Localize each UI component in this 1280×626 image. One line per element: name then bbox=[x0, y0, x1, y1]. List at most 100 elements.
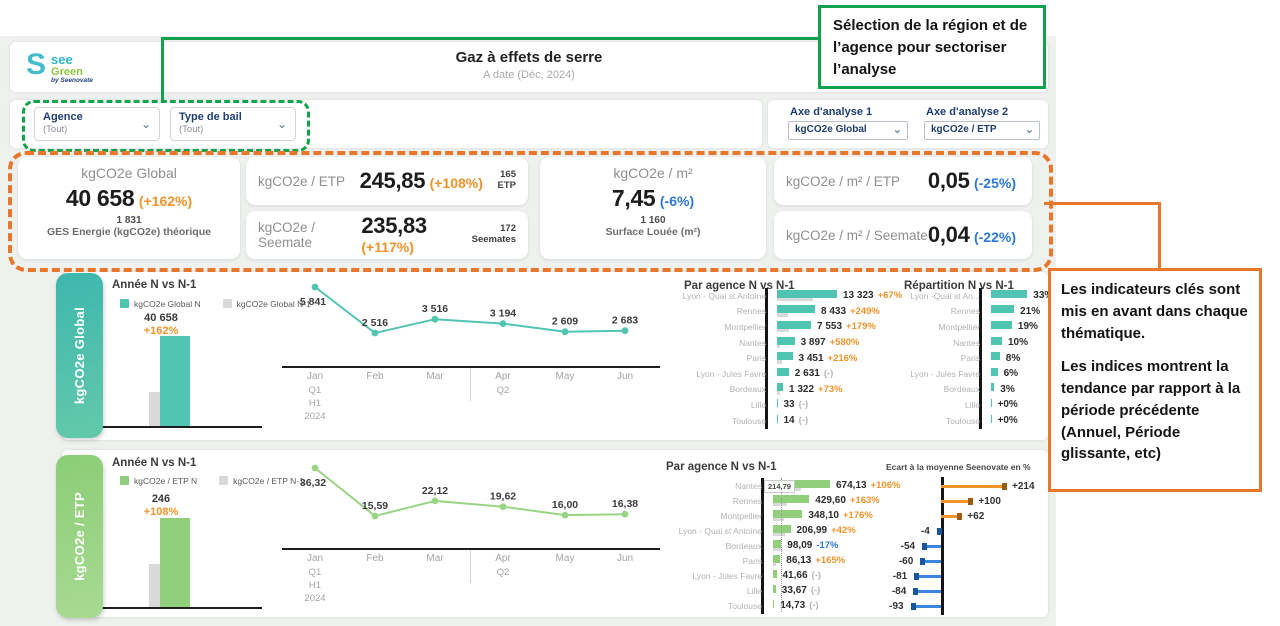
type-bail-filter-value: (Tout) bbox=[179, 124, 204, 135]
annee-bar-delta: +108% bbox=[143, 506, 179, 518]
bar-current[interactable] bbox=[777, 305, 815, 314]
agence-value: 33% bbox=[1033, 290, 1054, 302]
agence-delta: +176% bbox=[842, 510, 873, 521]
legend-item-n1[interactable]: kgCO2e / ETP N-1 bbox=[219, 476, 304, 486]
bar-current[interactable] bbox=[777, 398, 778, 407]
ecart-bar[interactable] bbox=[941, 514, 960, 518]
annee-bar-previous[interactable] bbox=[149, 392, 160, 426]
bar-current[interactable] bbox=[991, 352, 1000, 361]
ecart-bar[interactable] bbox=[917, 574, 941, 578]
bar-current[interactable] bbox=[773, 569, 777, 578]
bar-previous[interactable] bbox=[777, 360, 782, 364]
agence-row-label: Toulouse bbox=[945, 415, 980, 426]
ecart-bar[interactable] bbox=[941, 484, 1004, 488]
chevron-down-icon: ⌄ bbox=[1024, 124, 1034, 136]
annee-bar-previous[interactable] bbox=[149, 564, 160, 607]
bar-previous[interactable] bbox=[773, 502, 787, 506]
bar-previous[interactable] bbox=[777, 344, 780, 349]
period-label: H1 bbox=[308, 398, 322, 409]
bar-previous[interactable] bbox=[773, 562, 776, 566]
bar-current[interactable] bbox=[777, 367, 789, 376]
ecart-bar[interactable] bbox=[916, 589, 941, 593]
ecart-bar[interactable] bbox=[925, 544, 941, 548]
agence-value: 7 553 bbox=[817, 321, 843, 333]
axe1-select[interactable]: kgCO2e Global ⌄ bbox=[788, 121, 908, 140]
bar-current[interactable] bbox=[991, 320, 1012, 329]
section-tab-kgco2e-global[interactable]: kgCO2e Global bbox=[56, 273, 103, 438]
ecart-row: -81 bbox=[850, 569, 1050, 584]
bar-current[interactable] bbox=[777, 352, 793, 361]
kpi-title: kgCO2e / m² bbox=[613, 165, 693, 181]
agence-value: 14 bbox=[783, 415, 795, 427]
ecart-bar[interactable] bbox=[923, 559, 941, 563]
annee-bar-current[interactable] bbox=[160, 336, 190, 426]
agence-row-bars: 10% bbox=[988, 335, 1048, 351]
bar-current[interactable] bbox=[991, 414, 992, 423]
bar-current[interactable] bbox=[773, 479, 830, 488]
ecart-bar[interactable] bbox=[913, 604, 941, 608]
line-point[interactable] bbox=[371, 329, 379, 337]
bar-previous[interactable] bbox=[773, 532, 786, 536]
type-bail-filter-dropdown[interactable]: Type de bail (Tout) ⌄ bbox=[170, 107, 296, 141]
ecart-bar[interactable] bbox=[941, 499, 971, 503]
agence-row: Rennes 8 433 +249% bbox=[676, 304, 926, 320]
bar-current[interactable] bbox=[777, 289, 837, 298]
line-point[interactable] bbox=[561, 511, 569, 519]
bar-current[interactable] bbox=[777, 320, 811, 329]
bar-previous[interactable] bbox=[777, 328, 790, 333]
agence-filter-dropdown[interactable]: Agence (Tout) ⌄ bbox=[34, 107, 160, 141]
bar-current[interactable] bbox=[773, 599, 775, 608]
axe2-select[interactable]: kgCO2e / ETP ⌄ bbox=[924, 121, 1040, 140]
month-label: May bbox=[555, 371, 575, 382]
agence-value: 13 323 bbox=[843, 290, 874, 302]
section-tab-kgco2e-etp[interactable]: kgCO2e / ETP bbox=[56, 455, 103, 618]
bar-current[interactable] bbox=[991, 398, 992, 407]
quarter-separator bbox=[470, 550, 471, 583]
kpi-value: 7,45 bbox=[611, 185, 656, 211]
line-point[interactable] bbox=[499, 320, 507, 327]
line-point[interactable] bbox=[311, 283, 319, 291]
legend-item-n[interactable]: kgCO2e / ETP N bbox=[120, 476, 197, 486]
legend-item-n[interactable]: kgCO2e Global N bbox=[120, 299, 201, 309]
line-point[interactable] bbox=[431, 315, 439, 323]
bar-current[interactable] bbox=[773, 494, 810, 503]
bar-current[interactable] bbox=[991, 383, 995, 392]
annee-legend: kgCO2e Global N kgCO2e Global N-1 bbox=[120, 299, 311, 309]
bar-current[interactable] bbox=[991, 336, 1002, 345]
bar-current[interactable] bbox=[991, 305, 1015, 314]
line-point[interactable] bbox=[561, 328, 569, 336]
line-point[interactable] bbox=[311, 464, 319, 472]
agence-row: Toulouse +0% bbox=[900, 413, 1048, 429]
bar-current[interactable] bbox=[777, 336, 795, 345]
bar-current[interactable] bbox=[773, 584, 776, 593]
annee-bar-current[interactable] bbox=[160, 518, 190, 607]
kpi-side-label: ETP bbox=[497, 180, 516, 191]
line-point[interactable] bbox=[431, 497, 439, 505]
line-point[interactable] bbox=[621, 327, 629, 335]
bar-current[interactable] bbox=[777, 383, 783, 392]
point-label: 2 516 bbox=[362, 317, 388, 329]
line-point[interactable] bbox=[621, 510, 629, 518]
bar-previous[interactable] bbox=[773, 547, 783, 551]
bar-current[interactable] bbox=[777, 414, 778, 423]
line-point[interactable] bbox=[371, 512, 379, 520]
bar-current[interactable] bbox=[991, 289, 1028, 298]
bar-previous[interactable] bbox=[773, 517, 784, 521]
bar-current[interactable] bbox=[773, 539, 782, 548]
month-label: Mar bbox=[426, 553, 444, 564]
month-label: Jun bbox=[616, 371, 634, 382]
kpi-sub-label: GES Energie (kgCO2e) théorique bbox=[47, 226, 211, 238]
bar-current[interactable] bbox=[773, 554, 781, 563]
legend-item-n1[interactable]: kgCO2e Global N-1 bbox=[222, 299, 311, 309]
line-point[interactable] bbox=[499, 503, 507, 511]
bar-previous[interactable] bbox=[777, 297, 813, 302]
annee-bar-value: 246 bbox=[151, 493, 171, 505]
bar-current[interactable] bbox=[773, 509, 803, 518]
kpi-value: 235,83 bbox=[361, 213, 427, 238]
agence-row-bars: 33,67 (-) bbox=[770, 583, 902, 598]
bar-current[interactable] bbox=[991, 367, 998, 376]
bar-previous[interactable] bbox=[777, 391, 781, 395]
agence-row-label: Lille bbox=[964, 399, 980, 410]
legend-swatch-icon bbox=[222, 299, 232, 308]
bar-previous[interactable] bbox=[777, 313, 788, 317]
